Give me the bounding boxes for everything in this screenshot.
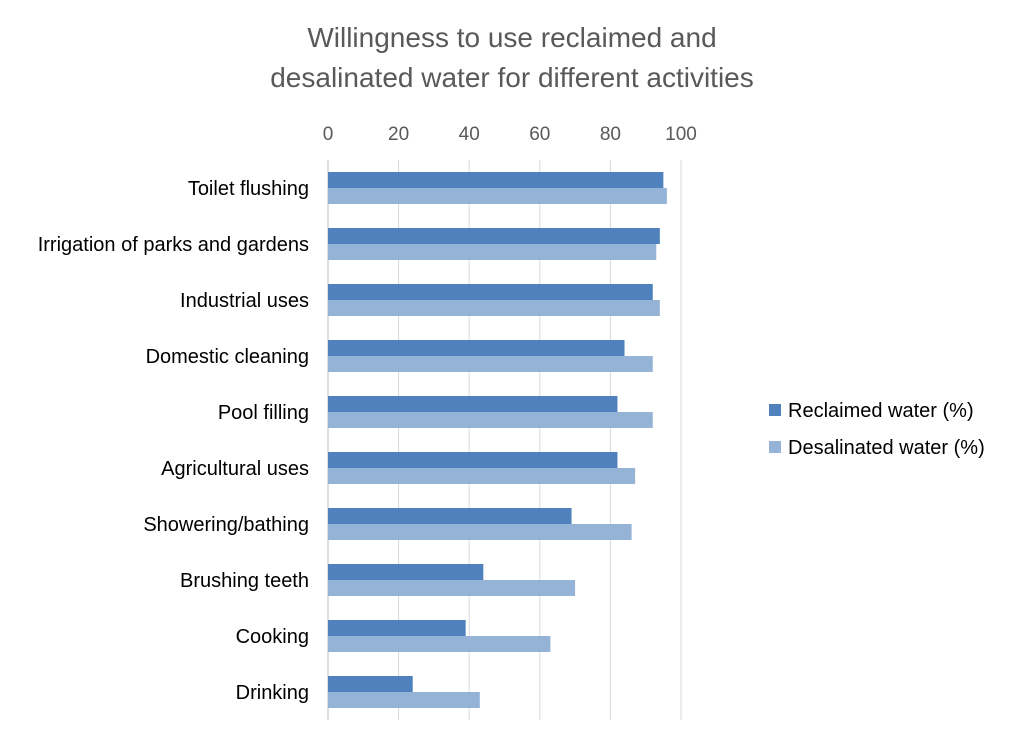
bar-reclaimed <box>328 172 664 188</box>
category-label: Domestic cleaning <box>146 346 309 368</box>
bar-desalinated <box>328 412 653 428</box>
bar-reclaimed <box>328 340 625 356</box>
category-label: Brushing teeth <box>180 570 309 592</box>
x-tick-label: 80 <box>600 124 621 145</box>
category-label: Pool filling <box>218 402 309 424</box>
bar-desalinated <box>328 300 660 316</box>
x-tick-label: 100 <box>665 124 697 145</box>
bar-desalinated <box>328 636 551 652</box>
category-label: Showering/bathing <box>143 514 309 536</box>
bar-desalinated <box>328 692 480 708</box>
bar-reclaimed <box>328 228 660 244</box>
bar-desalinated <box>328 244 657 260</box>
bar-desalinated <box>328 580 576 596</box>
bar-reclaimed <box>328 284 653 300</box>
legend-label: Reclaimed water (%) <box>788 400 974 422</box>
x-tick-label: 60 <box>529 124 550 145</box>
chart-title-line-2: desalinated water for different activiti… <box>270 62 754 93</box>
category-label: Irrigation of parks and gardens <box>38 234 309 256</box>
chart-title-line-1: Willingness to use reclaimed and <box>307 22 717 53</box>
category-label: Industrial uses <box>180 290 309 312</box>
bar-reclaimed <box>328 396 618 412</box>
bar-desalinated <box>328 524 632 540</box>
legend: Reclaimed water (%) Desalinated water (%) <box>769 400 985 459</box>
category-label: Agricultural uses <box>161 458 309 480</box>
legend-swatch <box>769 441 781 453</box>
bar-reclaimed <box>328 564 484 580</box>
bar-desalinated <box>328 468 636 484</box>
bar-reclaimed <box>328 508 572 524</box>
bar-desalinated <box>328 188 667 204</box>
bar-reclaimed <box>328 452 618 468</box>
category-label: Cooking <box>236 626 309 648</box>
x-tick-labels: 0 20 40 60 80 100 <box>323 124 697 145</box>
category-label: Toilet flushing <box>188 178 309 200</box>
x-tick-label: 40 <box>459 124 480 145</box>
category-labels: Toilet flushing Irrigation of parks and g… <box>38 178 309 704</box>
bar-reclaimed <box>328 676 413 692</box>
x-tick-label: 0 <box>323 124 334 145</box>
x-tick-label: 20 <box>388 124 409 145</box>
legend-label: Desalinated water (%) <box>788 437 985 459</box>
category-label: Drinking <box>236 682 309 704</box>
bars <box>328 172 667 708</box>
legend-swatch <box>769 404 781 416</box>
bar-reclaimed <box>328 620 466 636</box>
bar-desalinated <box>328 356 653 372</box>
